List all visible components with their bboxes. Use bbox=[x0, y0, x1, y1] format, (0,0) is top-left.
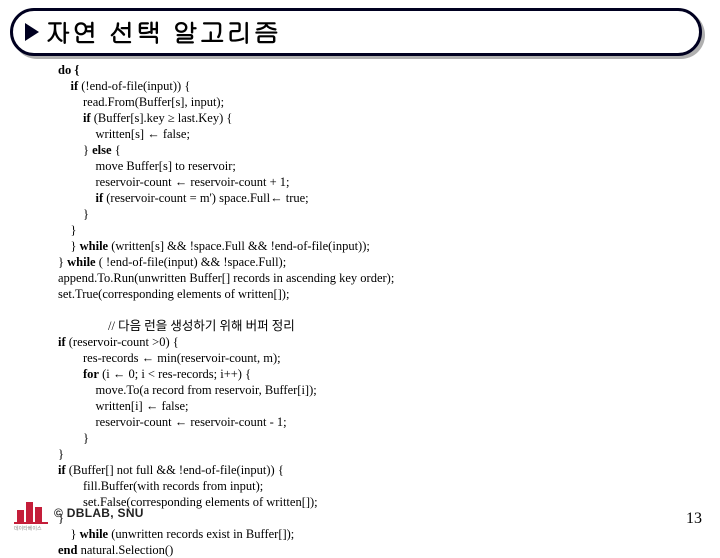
slide-title: 자연 선택 알고리즘 bbox=[45, 14, 280, 50]
page-number: 13 bbox=[686, 510, 702, 528]
code-block: do { if (!end-of-file(input)) { read.Fro… bbox=[58, 62, 690, 558]
triangle-icon bbox=[25, 23, 39, 41]
title-box: 자연 선택 알고리즘 bbox=[10, 8, 702, 56]
footer: 데이타베이스 © DBLAB, SNU bbox=[14, 498, 144, 528]
copyright-text: © DBLAB, SNU bbox=[54, 506, 144, 520]
dblab-logo-icon: 데이타베이스 bbox=[14, 498, 48, 528]
